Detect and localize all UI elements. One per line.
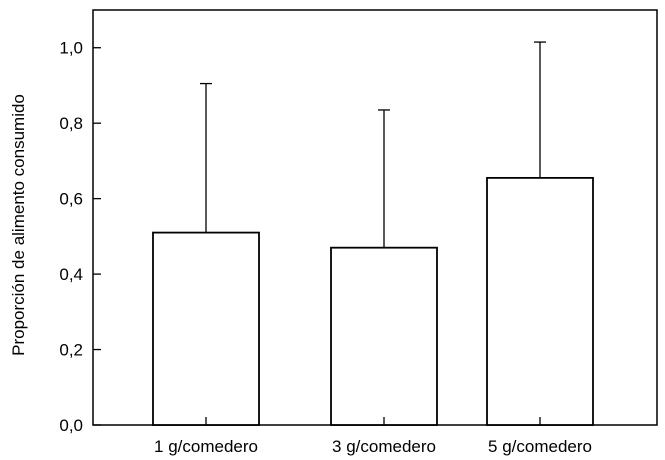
error-bars-group: [200, 41, 546, 248]
bar: [330, 246, 438, 426]
x-tick-label: 1 g/comedero: [154, 437, 258, 456]
x-tick-label: 3 g/comedero: [332, 437, 436, 456]
bars-group: [152, 176, 594, 426]
x-tick-label: 5 g/comedero: [488, 437, 592, 456]
bar: [152, 231, 260, 426]
y-axis: 0,0 0,2 0,4 0,6 0,8 1,0: [59, 39, 101, 435]
bar: [486, 176, 594, 426]
y-axis-title: Proporción de alimento consumido: [9, 94, 28, 356]
y-tick-label: 0,6: [59, 190, 83, 209]
y-tick-label: 0,2: [59, 341, 83, 360]
y-tick-label: 0,0: [59, 416, 83, 435]
x-axis: 1 g/comedero 3 g/comedero 5 g/comedero: [154, 417, 592, 456]
y-tick-label: 0,4: [59, 265, 83, 284]
y-tick-label: 0,8: [59, 114, 83, 133]
y-tick-label: 1,0: [59, 39, 83, 58]
